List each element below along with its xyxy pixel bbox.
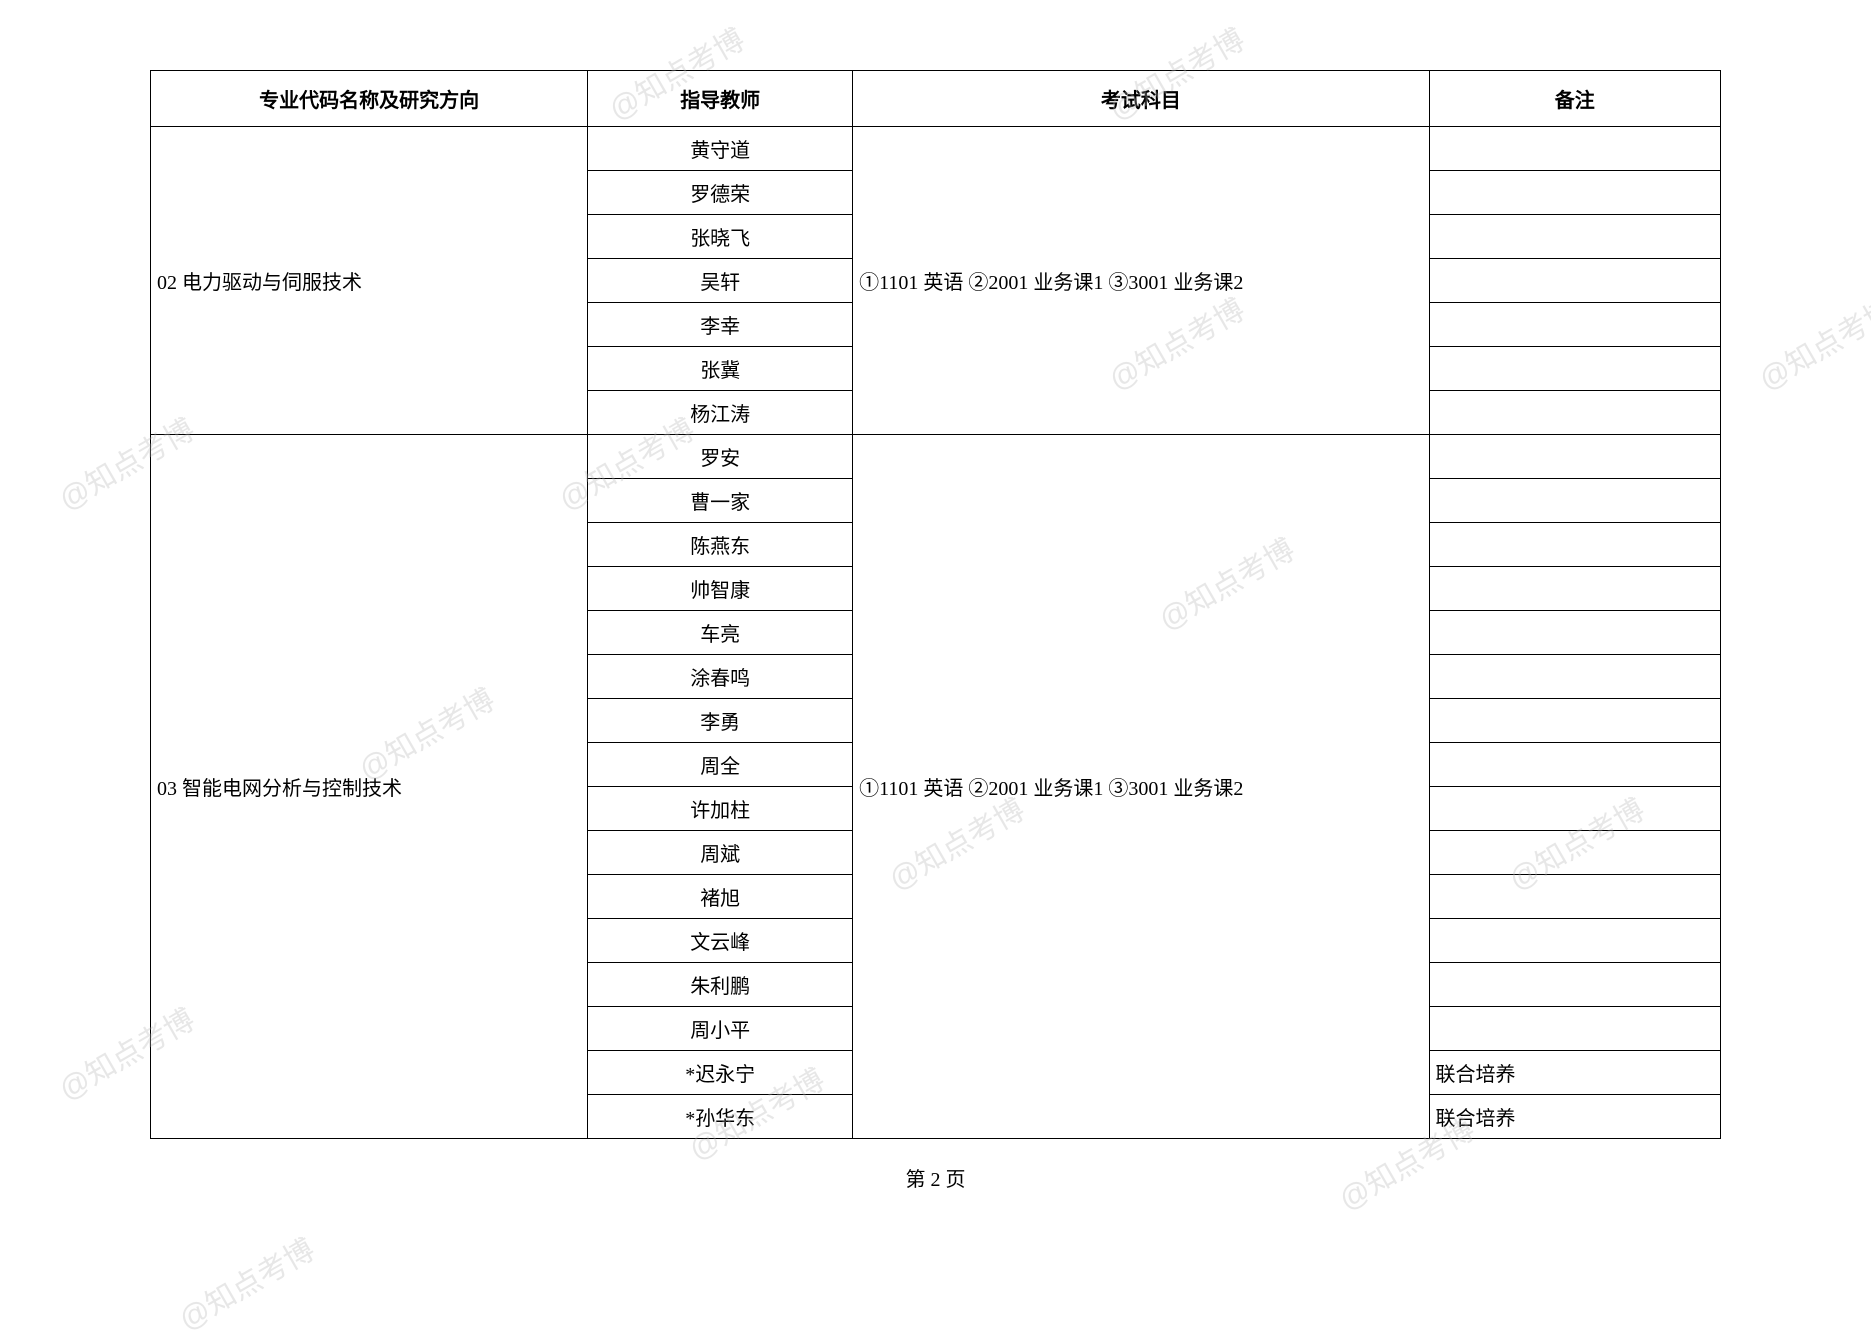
cell-advisor: 周小平 <box>588 1007 853 1051</box>
table-row: 02 电力驱动与伺服技术黄守道①1101 英语 ②2001 业务课1 ③3001… <box>151 127 1721 171</box>
cell-remark <box>1429 347 1721 391</box>
header-remark: 备注 <box>1429 71 1721 127</box>
cell-remark <box>1429 523 1721 567</box>
cell-advisor: 周全 <box>588 743 853 787</box>
cell-advisor: 李勇 <box>588 699 853 743</box>
cell-advisor: 曹一家 <box>588 479 853 523</box>
cell-advisor: 涂春鸣 <box>588 655 853 699</box>
cell-remark <box>1429 655 1721 699</box>
cell-advisor: 张晓飞 <box>588 215 853 259</box>
cell-advisor: 车亮 <box>588 611 853 655</box>
cell-remark <box>1429 303 1721 347</box>
cell-advisor: 朱利鹏 <box>588 963 853 1007</box>
cell-major: 03 智能电网分析与控制技术 <box>151 435 588 1139</box>
cell-remark <box>1429 259 1721 303</box>
cell-remark: 联合培养 <box>1429 1095 1721 1139</box>
cell-remark <box>1429 875 1721 919</box>
cell-advisor: 陈燕东 <box>588 523 853 567</box>
cell-advisor: 文云峰 <box>588 919 853 963</box>
cell-advisor: *迟永宁 <box>588 1051 853 1095</box>
cell-remark <box>1429 963 1721 1007</box>
header-advisor: 指导教师 <box>588 71 853 127</box>
page-number: 第 2 页 <box>150 1163 1721 1192</box>
cell-advisor: 许加柱 <box>588 787 853 831</box>
cell-remark <box>1429 743 1721 787</box>
cell-advisor: 杨江涛 <box>588 391 853 435</box>
table-header: 专业代码名称及研究方向 指导教师 考试科目 备注 <box>151 71 1721 127</box>
cell-major: 02 电力驱动与伺服技术 <box>151 127 588 435</box>
cell-advisor: 帅智康 <box>588 567 853 611</box>
cell-remark: 联合培养 <box>1429 1051 1721 1095</box>
cell-remark <box>1429 1007 1721 1051</box>
cell-remark <box>1429 567 1721 611</box>
catalog-table: 专业代码名称及研究方向 指导教师 考试科目 备注 02 电力驱动与伺服技术黄守道… <box>150 70 1721 1139</box>
cell-remark <box>1429 787 1721 831</box>
cell-advisor: 黄守道 <box>588 127 853 171</box>
cell-remark <box>1429 127 1721 171</box>
cell-advisor: 罗安 <box>588 435 853 479</box>
cell-remark <box>1429 919 1721 963</box>
cell-remark <box>1429 611 1721 655</box>
cell-advisor: 褚旭 <box>588 875 853 919</box>
page-container: 专业代码名称及研究方向 指导教师 考试科目 备注 02 电力驱动与伺服技术黄守道… <box>150 70 1721 1192</box>
cell-advisor: *孙华东 <box>588 1095 853 1139</box>
cell-remark <box>1429 435 1721 479</box>
watermark: @知点考博 <box>1749 285 1871 398</box>
cell-advisor: 周斌 <box>588 831 853 875</box>
cell-remark <box>1429 391 1721 435</box>
cell-remark <box>1429 215 1721 259</box>
cell-remark <box>1429 699 1721 743</box>
cell-exam: ①1101 英语 ②2001 业务课1 ③3001 业务课2 <box>853 127 1429 435</box>
cell-advisor: 罗德荣 <box>588 171 853 215</box>
cell-remark <box>1429 479 1721 523</box>
table-row: 03 智能电网分析与控制技术罗安①1101 英语 ②2001 业务课1 ③300… <box>151 435 1721 479</box>
header-exam: 考试科目 <box>853 71 1429 127</box>
cell-remark <box>1429 831 1721 875</box>
table-body: 02 电力驱动与伺服技术黄守道①1101 英语 ②2001 业务课1 ③3001… <box>151 127 1721 1139</box>
cell-advisor: 李幸 <box>588 303 853 347</box>
header-major: 专业代码名称及研究方向 <box>151 71 588 127</box>
cell-advisor: 吴轩 <box>588 259 853 303</box>
cell-remark <box>1429 171 1721 215</box>
cell-exam: ①1101 英语 ②2001 业务课1 ③3001 业务课2 <box>853 435 1429 1139</box>
watermark: @知点考博 <box>169 1225 321 1338</box>
cell-advisor: 张冀 <box>588 347 853 391</box>
